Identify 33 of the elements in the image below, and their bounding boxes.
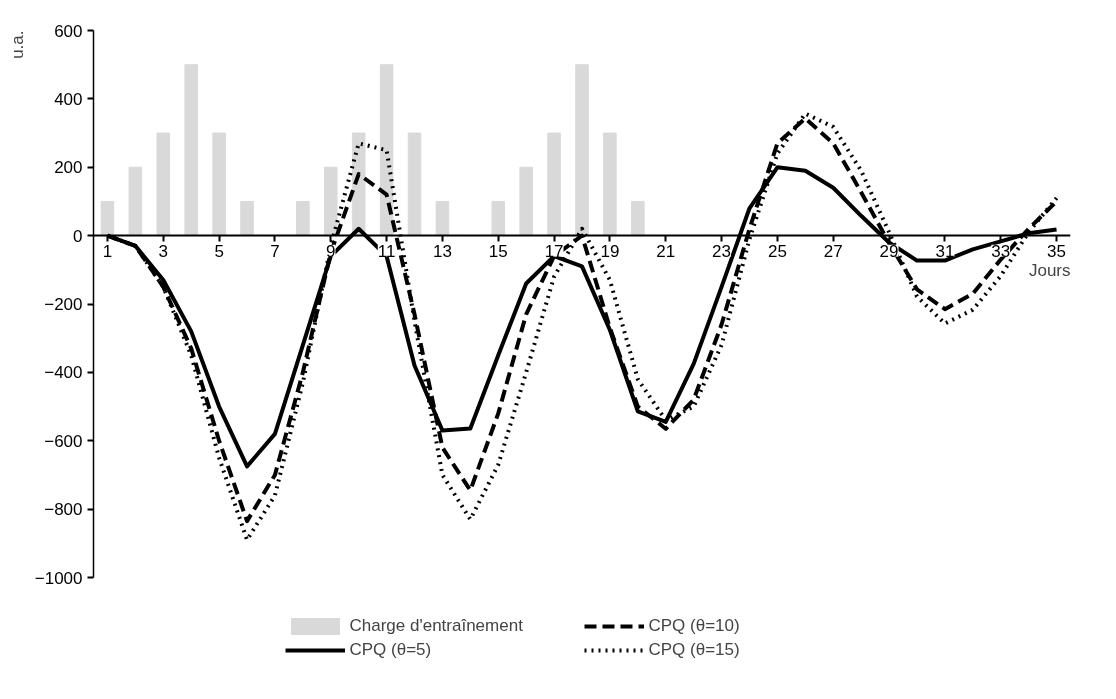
y-axis-title: u.a. [7,30,27,59]
y-tick-label: −1000 [34,568,83,588]
x-tick-label: 11 [377,241,396,261]
legend-label: CPQ (θ=10) [648,616,741,636]
x-tick-label: 1 [102,241,113,261]
y-tick-label: −200 [44,295,83,314]
y-tick-label: −400 [44,363,83,383]
x-tick-label: 3 [158,241,169,261]
x-tick-label: 29 [879,241,899,261]
x-tick-label: 31 [935,241,955,261]
legend-label: CPQ (θ=5) [349,640,433,660]
y-tick-label: 600 [54,21,83,41]
legend-label: Charge d'entraînement [349,616,524,636]
x-tick-label: 19 [600,241,620,261]
x-tick-label: 23 [712,241,732,261]
y-tick-label: 0 [73,226,83,246]
x-axis-title: Jours [1028,261,1071,281]
x-tick-label: 9 [326,241,336,261]
x-tick-label: 25 [767,241,787,261]
y-tick-label: −600 [44,431,83,451]
x-tick-label: 33 [991,241,1011,261]
x-tick-label: 7 [270,241,280,261]
y-tick-label: −800 [44,500,83,520]
x-tick-label: 13 [432,241,452,261]
x-tick-label: 21 [656,241,676,261]
x-tick-label: 5 [214,241,224,261]
x-tick-label: 35 [1047,241,1067,261]
x-tick-label: 17 [544,241,564,261]
y-tick-label: 200 [54,158,83,178]
legend-label: CPQ (θ=15) [648,640,741,660]
x-tick-label: 15 [488,241,508,261]
y-tick-label: 400 [54,89,83,109]
x-tick-label: 27 [823,241,843,261]
